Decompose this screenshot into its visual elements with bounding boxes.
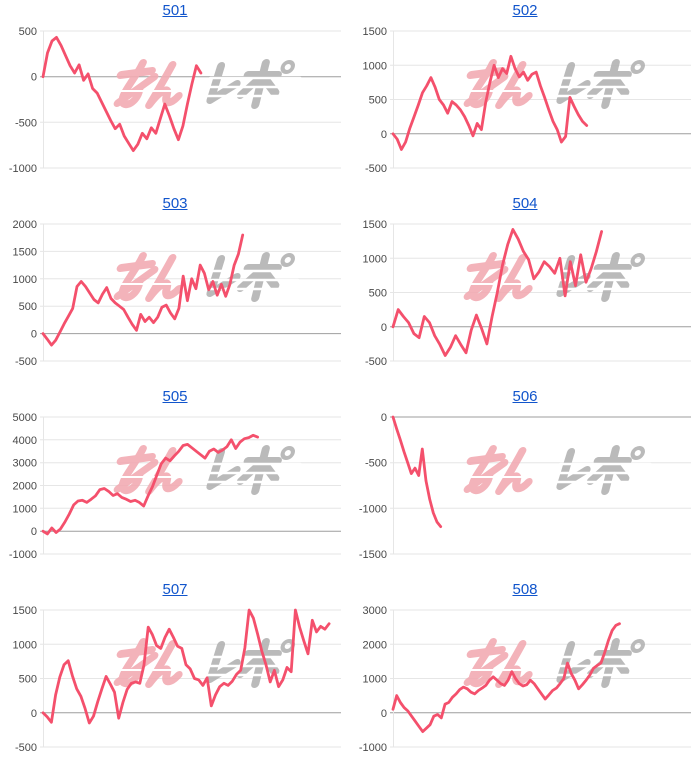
svg-text:500: 500: [19, 301, 37, 313]
chart-cell-508: 508 3000 2000 1000 0 -1000: [350, 579, 700, 772]
svg-text:3000: 3000: [363, 605, 387, 617]
svg-text:2000: 2000: [13, 481, 37, 493]
svg-text:4000: 4000: [13, 435, 37, 447]
svg-text:1500: 1500: [363, 26, 387, 38]
svg-text:-1000: -1000: [9, 549, 37, 561]
svg-text:0: 0: [31, 72, 37, 84]
svg-text:1000: 1000: [363, 674, 387, 686]
line-chart-506: 0 -500 -1000 -1500: [359, 412, 691, 561]
svg-text:-1500: -1500: [359, 549, 387, 561]
chart-title: 503: [0, 193, 350, 218]
chart-title: 508: [350, 579, 700, 604]
svg-text:0: 0: [31, 329, 37, 341]
svg-text:5000: 5000: [13, 412, 37, 424]
chart-title: 501: [0, 0, 350, 25]
svg-text:-500: -500: [365, 356, 387, 368]
line-chart-508: 3000 2000 1000 0 -1000: [359, 605, 691, 754]
svg-text:1000: 1000: [13, 639, 37, 651]
svg-text:1500: 1500: [13, 246, 37, 258]
line-chart-504: 1500 1000 500 0 -500: [363, 219, 691, 368]
svg-text:3000: 3000: [13, 458, 37, 470]
machine-link-505[interactable]: 505: [162, 388, 188, 405]
chart-cell-507: 507 1500 1000 500 0 -500: [0, 579, 350, 772]
machine-link-502[interactable]: 502: [512, 2, 538, 19]
svg-text:-500: -500: [15, 356, 37, 368]
machine-link-501[interactable]: 501: [162, 2, 188, 19]
chart-cell-505: 505 5000 4000 3000 2000 1000 0 -1000: [0, 386, 350, 579]
chart-title: 507: [0, 579, 350, 604]
machine-link-506[interactable]: 506: [512, 388, 538, 405]
chart-cell-504: 504 1500 1000 500 0 -500: [350, 193, 700, 386]
svg-text:0: 0: [31, 708, 37, 720]
svg-text:1000: 1000: [13, 503, 37, 515]
machine-link-508[interactable]: 508: [512, 581, 538, 598]
svg-text:-1000: -1000: [359, 503, 387, 515]
machine-link-504[interactable]: 504: [512, 195, 538, 212]
line-chart-505: 5000 4000 3000 2000 1000 0 -1000: [9, 412, 341, 561]
chart-cell-501: 501 500 0 -500 -1000: [0, 0, 350, 193]
svg-text:0: 0: [381, 412, 387, 424]
chart-title: 504: [350, 193, 700, 218]
svg-text:-500: -500: [15, 117, 37, 129]
chart-title: 502: [350, 0, 700, 25]
machine-link-503[interactable]: 503: [162, 195, 188, 212]
svg-text:2000: 2000: [363, 639, 387, 651]
line-chart-501: 500 0 -500 -1000: [9, 26, 341, 175]
svg-text:500: 500: [369, 95, 387, 107]
svg-text:-1000: -1000: [359, 742, 387, 754]
svg-text:-500: -500: [15, 742, 37, 754]
line-chart-507: 1500 1000 500 0 -500: [13, 605, 341, 754]
svg-text:-1000: -1000: [9, 163, 37, 175]
svg-text:0: 0: [381, 322, 387, 334]
svg-text:500: 500: [19, 26, 37, 38]
svg-text:1500: 1500: [363, 219, 387, 231]
svg-text:1000: 1000: [363, 253, 387, 265]
svg-text:-500: -500: [365, 163, 387, 175]
svg-text:0: 0: [381, 129, 387, 141]
svg-text:1000: 1000: [363, 60, 387, 72]
svg-text:2000: 2000: [13, 219, 37, 231]
svg-text:0: 0: [381, 708, 387, 720]
svg-text:-500: -500: [365, 458, 387, 470]
svg-text:1500: 1500: [13, 605, 37, 617]
line-chart-503: 2000 1500 1000 500 0 -500: [13, 219, 341, 368]
svg-text:0: 0: [31, 526, 37, 538]
chart-title: 506: [350, 386, 700, 411]
chart-cell-502: 502 1500 1000 500 0 -500: [350, 0, 700, 193]
chart-cell-503: 503 2000 1500 1000 500 0 -500: [0, 193, 350, 386]
chart-cell-506: 506 0 -500 -1000 -1500: [350, 386, 700, 579]
svg-text:500: 500: [19, 674, 37, 686]
svg-text:500: 500: [369, 288, 387, 300]
svg-text:1000: 1000: [13, 274, 37, 286]
machine-link-507[interactable]: 507: [162, 581, 188, 598]
line-chart-502: 1500 1000 500 0 -500: [363, 26, 691, 175]
chart-title: 505: [0, 386, 350, 411]
